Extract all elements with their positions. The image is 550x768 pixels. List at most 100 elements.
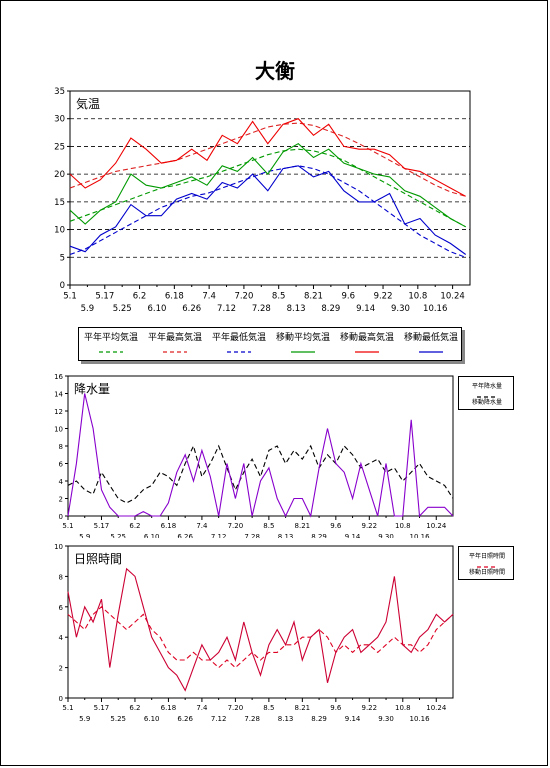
y-tick-label: 30 — [54, 115, 65, 125]
legend-label: 平年降水量 — [472, 382, 502, 390]
y-tick-label: 12 — [54, 408, 63, 416]
x-tick-label: 5.25 — [113, 304, 132, 314]
y-tick-label: 25 — [54, 142, 65, 152]
y-tick-label: 6 — [59, 604, 64, 612]
x-tick-label: 9.14 — [345, 715, 361, 722]
legend-label: 移動最低気温 — [404, 331, 458, 343]
x-tick-label: 8.5 — [263, 704, 274, 712]
y-tick-label: 15 — [54, 198, 65, 208]
x-tick-label: 7.28 — [252, 304, 271, 314]
x-tick-label: 10.24 — [426, 522, 447, 530]
x-tick-label: 5.1 — [62, 522, 73, 530]
x-tick-label: 10.24 — [426, 704, 447, 712]
legend-label: 平年日照時間 — [469, 552, 505, 560]
sunshine-legend: 平年日照時間 移動日照時間 — [458, 546, 514, 584]
x-tick-label: 7.4 — [202, 292, 216, 302]
x-tick-label: 9.22 — [374, 292, 393, 302]
x-tick-label: 5.17 — [94, 704, 110, 712]
x-tick-label: 7.12 — [211, 533, 227, 538]
y-tick-label: 35 — [54, 87, 65, 97]
x-tick-label: 8.13 — [278, 715, 294, 722]
series-line-1 — [67, 393, 454, 518]
x-tick-label: 7.28 — [244, 715, 260, 722]
legend-label: 移動最高気温 — [340, 331, 394, 343]
x-tick-label: 8.5 — [272, 292, 286, 302]
x-tick-label: 6.18 — [161, 704, 177, 712]
series-line-2 — [69, 165, 466, 258]
y-tick-label: 4 — [59, 478, 64, 486]
y-tick-label: 0 — [59, 695, 63, 703]
series-line-0 — [69, 148, 466, 228]
y-tick-label: 20 — [54, 170, 65, 180]
legend-label: 移動日照時間 — [469, 568, 505, 576]
y-tick-label: 0 — [59, 513, 63, 521]
chart-title: 日照時間 — [74, 552, 122, 566]
series-line-0 — [67, 444, 454, 504]
x-tick-label: 7.28 — [244, 533, 260, 538]
y-tick-label: 5 — [60, 253, 65, 263]
y-tick-label: 10 — [54, 226, 65, 236]
y-tick-label: 16 — [54, 373, 63, 381]
y-tick-label: 0 — [60, 281, 65, 291]
x-tick-label: 6.10 — [147, 304, 166, 314]
x-tick-label: 5.9 — [79, 715, 90, 722]
x-tick-label: 7.4 — [196, 704, 208, 712]
x-tick-label: 9.22 — [362, 704, 378, 712]
plot-area — [69, 90, 471, 286]
x-tick-label: 7.12 — [217, 304, 236, 314]
x-tick-label: 5.17 — [94, 522, 110, 530]
x-tick-label: 10.8 — [395, 704, 411, 712]
x-tick-label: 10.8 — [395, 522, 411, 530]
x-tick-label: 8.13 — [287, 304, 306, 314]
plot-area — [67, 545, 454, 699]
plot-area — [67, 375, 454, 517]
x-tick-label: 10.8 — [408, 292, 427, 302]
legend-label: 移動平均気温 — [276, 331, 330, 343]
x-tick-label: 8.21 — [295, 522, 311, 530]
x-tick-label: 8.13 — [278, 533, 294, 538]
x-tick-label: 9.6 — [330, 704, 342, 712]
x-tick-label: 6.2 — [129, 704, 140, 712]
x-tick-label: 5.25 — [110, 715, 126, 722]
y-tick-label: 4 — [59, 634, 64, 642]
legend-label: 移動降水量 — [472, 398, 502, 406]
x-tick-label: 10.16 — [423, 304, 447, 314]
x-tick-label: 6.26 — [177, 715, 193, 722]
y-tick-label: 8 — [59, 443, 63, 451]
y-tick-label: 2 — [59, 496, 63, 504]
x-tick-label: 10.24 — [440, 292, 464, 302]
series-line-3 — [69, 143, 466, 228]
legend-label: 平年最高気温 — [148, 331, 202, 343]
x-tick-label: 8.21 — [304, 292, 323, 302]
x-tick-label: 5.9 — [81, 304, 95, 314]
x-tick-label: 8.5 — [263, 522, 274, 530]
x-tick-label: 5.1 — [62, 704, 73, 712]
x-tick-label: 10.16 — [409, 715, 430, 722]
x-tick-label: 6.26 — [182, 304, 201, 314]
x-tick-label: 7.20 — [228, 704, 244, 712]
series-line-0 — [67, 606, 454, 669]
temperature-legend: 平年平均気温 平年最高気温 平年最低気温 移動平均気温 移動最高気温 移動最低気温 — [78, 327, 462, 361]
x-tick-label: 10.16 — [409, 533, 430, 538]
x-tick-label: 6.26 — [177, 533, 193, 538]
x-tick-label: 6.10 — [144, 533, 160, 538]
x-tick-label: 9.30 — [391, 304, 410, 314]
series-line-4 — [69, 118, 466, 197]
x-tick-label: 9.22 — [362, 522, 378, 530]
x-tick-label: 9.14 — [345, 533, 361, 538]
x-tick-label: 8.21 — [295, 704, 311, 712]
x-tick-label: 9.14 — [356, 304, 375, 314]
y-tick-label: 2 — [59, 665, 63, 673]
precipitation-legend: 平年降水量移動降水量 — [458, 376, 514, 414]
x-tick-label: 5.9 — [79, 533, 90, 538]
x-tick-label: 6.10 — [144, 715, 160, 722]
x-tick-label: 9.6 — [330, 522, 342, 530]
y-tick-label: 8 — [59, 573, 63, 581]
page-title: 大衡 — [255, 59, 295, 83]
y-tick-label: 10 — [54, 426, 63, 434]
x-tick-label: 5.17 — [95, 292, 114, 302]
legend-label: 平年平均気温 — [84, 331, 138, 343]
x-tick-label: 5.25 — [110, 533, 126, 538]
